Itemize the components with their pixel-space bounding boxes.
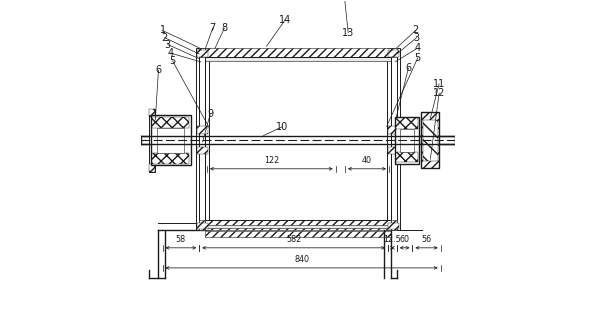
Text: 6: 6 [156, 65, 162, 75]
Bar [390, 220, 397, 230]
Text: 5: 5 [169, 56, 176, 66]
Text: 3: 3 [414, 33, 420, 43]
Bar [395, 117, 419, 164]
Bar [196, 48, 209, 230]
Bar [199, 220, 206, 230]
Bar [197, 146, 209, 154]
Text: 56: 56 [421, 235, 432, 244]
Bar [197, 50, 209, 56]
Text: 14: 14 [280, 14, 291, 25]
Bar [197, 223, 209, 229]
Bar [400, 129, 414, 152]
Text: 4: 4 [167, 48, 173, 58]
Bar [199, 48, 206, 230]
Bar [390, 48, 397, 230]
Text: 9: 9 [207, 109, 213, 119]
Bar [390, 48, 397, 57]
Text: 60: 60 [400, 235, 409, 244]
Text: 8: 8 [221, 23, 227, 33]
Bar [152, 117, 190, 128]
Bar [421, 112, 439, 169]
Text: 12.5: 12.5 [383, 235, 401, 244]
Bar [421, 112, 439, 169]
Bar [387, 223, 399, 229]
Text: 122: 122 [263, 156, 279, 165]
Bar [199, 57, 397, 61]
Text: 3: 3 [164, 40, 171, 49]
Text: 40: 40 [362, 156, 372, 165]
Bar [206, 231, 390, 238]
Bar [396, 118, 418, 129]
Text: 840: 840 [294, 255, 309, 264]
Bar [151, 115, 191, 165]
Text: 10: 10 [276, 122, 288, 132]
Bar [149, 109, 155, 172]
Text: 4: 4 [414, 43, 420, 53]
Bar [387, 126, 399, 134]
Text: 6: 6 [405, 63, 411, 73]
Bar [387, 146, 399, 154]
Text: 582: 582 [286, 235, 301, 244]
Bar [206, 225, 390, 228]
Bar [199, 48, 206, 57]
Bar [199, 48, 397, 57]
Text: 7: 7 [210, 23, 216, 33]
Bar [387, 50, 399, 56]
Bar [396, 152, 418, 162]
Bar [197, 126, 209, 134]
Bar [152, 153, 190, 164]
Text: 11: 11 [433, 79, 445, 89]
Bar [423, 120, 437, 161]
Text: 2: 2 [162, 33, 168, 43]
Text: 13: 13 [342, 28, 354, 38]
Text: 58: 58 [176, 235, 186, 244]
Text: 12: 12 [433, 88, 445, 98]
Text: 2: 2 [412, 26, 419, 36]
Bar [149, 109, 155, 117]
Bar [149, 164, 155, 172]
Text: 1: 1 [160, 26, 166, 36]
Bar [387, 48, 400, 230]
Bar [157, 128, 185, 153]
Text: 5: 5 [415, 53, 421, 63]
Bar [206, 220, 390, 230]
